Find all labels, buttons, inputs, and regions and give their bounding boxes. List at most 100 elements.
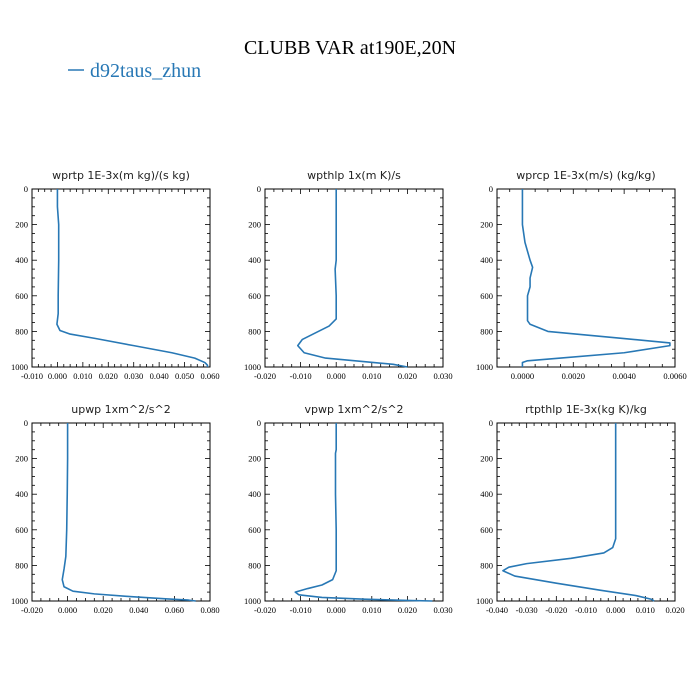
x-tick-label: 0.040 — [150, 371, 169, 381]
x-tick-label: 0.040 — [129, 605, 148, 615]
y-tick-label: 800 — [15, 326, 28, 336]
y-tick-label: 600 — [480, 525, 493, 535]
y-tick-label: 600 — [248, 525, 261, 535]
y-tick-label: 200 — [480, 454, 493, 464]
x-tick-label: 0.020 — [99, 371, 118, 381]
panels-group: wprtp 1E-3x(m kg)/(s kg) 0 200 400 600 800 100… — [11, 169, 687, 615]
legend: d92taus_zhun — [68, 60, 201, 82]
x-tick-label: 0.020 — [94, 605, 113, 615]
x-tick-label: 0.010 — [362, 371, 381, 381]
y-tick-label: 400 — [248, 489, 261, 499]
x-tick-label: 0.010 — [73, 371, 92, 381]
y-tick-label: 1000 — [476, 596, 493, 606]
series-line-0 — [502, 423, 655, 602]
x-tick-label: 0.0020 — [562, 371, 585, 381]
chart-panel-3: upwp 1xm^2/s^2 0 200 400 600 800 1000-0.020 0.0… — [11, 403, 220, 615]
chart-panel-2: wprcp 1E-3x(m/s) (kg/kg) 0 200 400 600 800 100… — [476, 169, 687, 381]
legend-label: d92taus_zhun — [90, 60, 201, 82]
y-tick-label: 800 — [248, 326, 261, 336]
x-tick-label: 0.060 — [165, 605, 184, 615]
y-tick-label: 200 — [248, 454, 261, 464]
panel-title: vpwp 1xm^2/s^2 — [304, 403, 403, 416]
y-tick-label: 600 — [248, 291, 261, 301]
x-tick-label: 0.000 — [48, 371, 67, 381]
plot-frame — [31, 422, 211, 602]
y-tick-label: 800 — [480, 560, 493, 570]
y-tick-label: 600 — [15, 291, 28, 301]
x-tick-label: 0.010 — [636, 605, 655, 615]
x-tick-label: 0.020 — [398, 605, 417, 615]
y-tick-label: 200 — [248, 220, 261, 230]
x-tick-label: -0.040 — [486, 605, 508, 615]
x-tick-label: 0.080 — [200, 605, 219, 615]
y-tick-label: 1000 — [244, 596, 261, 606]
y-tick-label: 0 — [489, 418, 493, 428]
x-tick-label: 0.050 — [175, 371, 194, 381]
panel-title: wpthlp 1x(m K)/s — [307, 169, 401, 182]
x-tick-label: -0.020 — [545, 605, 567, 615]
y-tick-label: 800 — [248, 560, 261, 570]
panel-title: wprcp 1E-3x(m/s) (kg/kg) — [516, 169, 655, 182]
series-line-0 — [294, 423, 433, 602]
x-tick-label: -0.010 — [290, 371, 312, 381]
y-tick-label: 1000 — [244, 362, 261, 372]
y-tick-label: 0 — [489, 184, 493, 194]
x-tick-label: -0.010 — [290, 605, 312, 615]
x-tick-label: -0.030 — [516, 605, 538, 615]
x-tick-label: -0.020 — [254, 371, 276, 381]
y-tick-label: 1000 — [11, 596, 28, 606]
x-tick-label: 0.000 — [606, 605, 625, 615]
x-tick-label: 0.0000 — [511, 371, 534, 381]
y-tick-label: 600 — [480, 291, 493, 301]
series-line-0 — [61, 423, 196, 602]
x-tick-label: 0.020 — [398, 371, 417, 381]
y-tick-label: 600 — [15, 525, 28, 535]
y-tick-label: 1000 — [476, 362, 493, 372]
series-line-0 — [296, 189, 408, 368]
y-tick-label: 0 — [257, 184, 261, 194]
chart-panel-5: rtpthlp 1E-3x(kg K)/kg02004006008001000-… — [476, 403, 685, 615]
y-tick-label: 400 — [480, 255, 493, 265]
x-tick-label: 0.000 — [58, 605, 77, 615]
chart-panel-0: wprtp 1E-3x(m kg)/(s kg) 0 200 400 600 800 100… — [11, 169, 220, 381]
x-tick-label: 0.020 — [665, 605, 684, 615]
x-tick-label: -0.010 — [575, 605, 597, 615]
y-tick-label: 200 — [15, 220, 28, 230]
series-line-0 — [56, 189, 209, 367]
y-tick-label: 400 — [248, 255, 261, 265]
plot-frame — [496, 422, 676, 602]
y-tick-label: 0 — [24, 184, 28, 194]
series-line-0 — [521, 189, 671, 367]
y-tick-label: 400 — [480, 489, 493, 499]
x-tick-label: 0.010 — [362, 605, 381, 615]
x-tick-label: 0.030 — [433, 605, 452, 615]
x-tick-label: 0.030 — [433, 371, 452, 381]
plot-frame — [264, 422, 444, 602]
x-tick-label: -0.020 — [21, 605, 43, 615]
x-tick-label: 0.000 — [327, 371, 346, 381]
x-tick-label: 0.030 — [124, 371, 143, 381]
x-tick-label: 0.0040 — [612, 371, 635, 381]
x-tick-label: -0.020 — [254, 605, 276, 615]
y-tick-label: 0 — [24, 418, 28, 428]
y-tick-label: 200 — [15, 454, 28, 464]
x-tick-label: 0.060 — [200, 371, 219, 381]
y-tick-label: 400 — [15, 255, 28, 265]
y-tick-label: 800 — [480, 326, 493, 336]
x-tick-label: 0.000 — [327, 605, 346, 615]
y-tick-label: 400 — [15, 489, 28, 499]
figure-title: CLUBB VAR at190E,20N — [244, 37, 456, 59]
y-tick-label: 1000 — [11, 362, 28, 372]
panel-title: upwp 1xm^2/s^2 — [71, 403, 171, 416]
x-tick-label: -0.010 — [21, 371, 43, 381]
chart-panel-4: vpwp 1xm^2/s^2 0 200 400 600 800 1000-0.020 -0.… — [244, 403, 453, 615]
panel-title: rtpthlp 1E-3x(kg K)/kg — [525, 403, 647, 416]
y-tick-label: 200 — [480, 220, 493, 230]
y-tick-label: 800 — [15, 560, 28, 570]
chart-panel-1: wpthlp 1x(m K)/s 0 200 400 600 800 1000-0.020 -… — [244, 169, 453, 381]
x-tick-label: 0.0060 — [663, 371, 686, 381]
y-tick-label: 0 — [257, 418, 261, 428]
plot-frame — [264, 188, 444, 368]
panel-title: wprtp 1E-3x(m kg)/(s kg) — [52, 169, 190, 182]
